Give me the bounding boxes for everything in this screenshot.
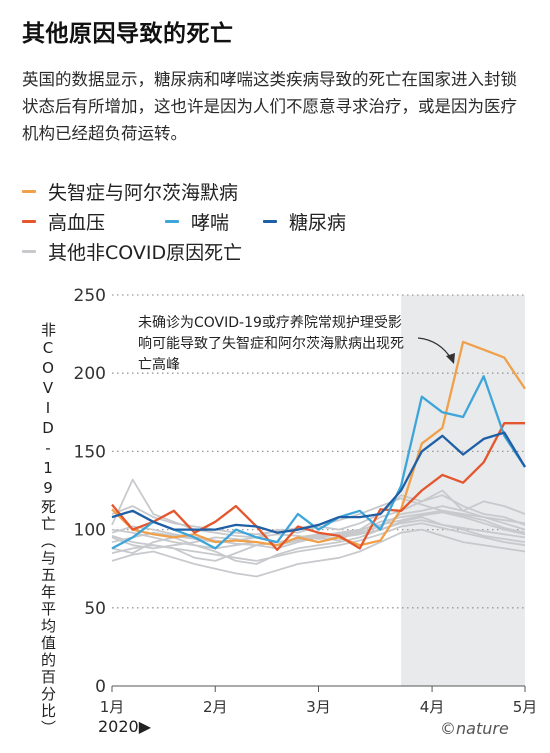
x-tick-label: 3月 [306, 698, 331, 716]
legend-label: 其他非COVID原因死亡 [48, 238, 242, 265]
legend-item-hypertension: 高血压 [22, 208, 105, 235]
legend-swatch [165, 220, 179, 223]
legend-swatch [22, 220, 36, 223]
chart-title: 其他原因导致的死亡 [22, 14, 234, 48]
legend-swatch [22, 190, 36, 193]
legend-label: 糖尿病 [289, 208, 346, 235]
y-axis-label: 非COVID-19死亡（与五年平均值的百分比） [38, 322, 58, 737]
legend-label: 高血压 [48, 208, 105, 235]
legend-item-other: 其他非COVID原因死亡 [22, 238, 242, 265]
chart-description: 英国的数据显示，糖尿病和哮喘这类疾病导致的死亡在国家进入封锁状态后有所增加，这也… [22, 66, 532, 147]
legend-item-dementia: 失智症与阿尔茨海默病 [22, 178, 238, 205]
legend-label: 失智症与阿尔茨海默病 [48, 178, 238, 205]
credit-nature: ©nature [440, 719, 509, 738]
legend: 失智症与阿尔茨海默病 高血压 哮喘 糖尿病 其他非COVID原因死亡 [22, 176, 364, 266]
year-label: 2020▶ [98, 717, 151, 736]
legend-label: 哮喘 [191, 208, 229, 235]
y-tick-label: 0 [95, 677, 106, 697]
y-tick-label: 100 [74, 521, 106, 541]
lockdown-shading [401, 295, 525, 686]
x-tick-label: 5月 [513, 698, 538, 716]
y-tick-label: 150 [74, 442, 106, 462]
y-tick-label: 200 [74, 364, 106, 384]
y-tick-label: 250 [74, 286, 106, 306]
x-tick-label: 4月 [420, 698, 445, 716]
legend-swatch [263, 220, 277, 223]
legend-swatch [22, 250, 36, 253]
legend-item-asthma: 哮喘 [165, 208, 229, 235]
x-tick-label: 1月 [100, 698, 125, 716]
chart-annotation: 未确诊为COVID-19或疗养院常规护理受影响可能导致了失智症和阿尔茨海默病出现… [138, 313, 408, 376]
legend-item-diabetes: 糖尿病 [263, 208, 346, 235]
x-tick-label: 2月 [203, 698, 228, 716]
y-tick-label: 50 [84, 599, 106, 619]
